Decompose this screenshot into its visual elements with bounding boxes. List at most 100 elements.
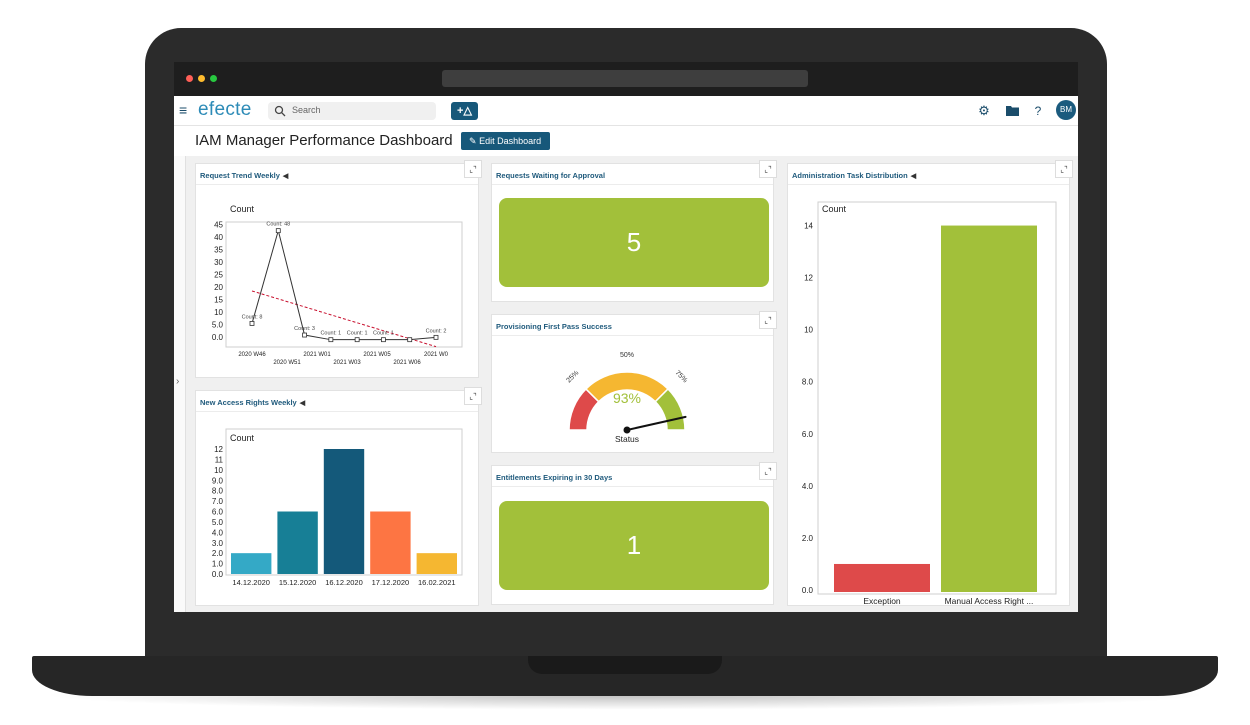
- menu-icon[interactable]: ≡: [179, 102, 188, 118]
- gear-icon[interactable]: ⚙: [978, 103, 990, 118]
- expand-icon[interactable]: ⌞⌝: [759, 160, 777, 178]
- folder-icon[interactable]: [1004, 103, 1020, 119]
- y-tick-label: 10: [214, 308, 223, 317]
- expand-icon[interactable]: ⌞⌝: [759, 311, 777, 329]
- y-tick-label: 6.0: [802, 430, 814, 439]
- bar: [370, 511, 411, 574]
- trendline: [251, 290, 437, 348]
- y-tick-label: 0.0: [212, 570, 224, 579]
- y-tick-label: 2.0: [802, 534, 814, 543]
- expand-icon[interactable]: ⌞⌝: [1055, 160, 1073, 178]
- caret-left-icon[interactable]: ◀: [299, 400, 306, 407]
- browser-bar: [174, 62, 1078, 96]
- request-trend-panel: Request Trend Weekly ◀ ⌞⌝ Count 0.0 5.0 10 15…: [195, 160, 482, 378]
- data-point: [302, 332, 307, 338]
- expiring-value[interactable]: 1: [499, 501, 769, 590]
- series-line: [251, 228, 437, 341]
- side-panel-toggle[interactable]: ›: [174, 156, 186, 612]
- caret-left-icon[interactable]: ◀: [282, 173, 289, 180]
- data-label: Count: 1: [347, 331, 368, 337]
- data-point: [433, 334, 439, 340]
- bar: [834, 563, 930, 592]
- minimize-dot[interactable]: [198, 75, 205, 82]
- data-label: Count: 3: [294, 326, 315, 332]
- waiting-approval-value[interactable]: 5: [499, 198, 769, 287]
- panel-separator: [196, 184, 478, 185]
- x-tick-label: 2020 W51: [273, 360, 301, 366]
- first-pass-panel: Provisioning First Pass Success ⌞⌝ 25% 50…: [491, 311, 777, 453]
- avatar[interactable]: BM: [1056, 100, 1076, 120]
- expiring-panel: Entitlements Expiring in 30 Days ⌞⌝ 1: [491, 462, 777, 605]
- y-tick-label: 0.0: [212, 333, 224, 342]
- bar: [941, 225, 1037, 593]
- url-bar[interactable]: [442, 70, 808, 87]
- chevron-right-icon: ›: [176, 376, 180, 387]
- page-title: IAM Manager Performance Dashboard: [195, 132, 453, 149]
- caret-left-icon[interactable]: ◀: [910, 173, 917, 180]
- panel-separator: [196, 411, 478, 412]
- data-point: [407, 337, 413, 343]
- y-tick-label: 4.0: [802, 482, 814, 491]
- y-tick-label: 11: [215, 455, 224, 464]
- search-placeholder: Search: [292, 105, 321, 115]
- title-bar: IAM Manager Performance Dashboard ✎ Edit…: [174, 126, 1078, 156]
- new-access-chart: Count0.01.02.03.04.05.06.07.08.09.010111…: [212, 428, 463, 587]
- new-access-panel: New Access Rights Weekly ◀ ⌞⌝ Count 0.0 1.0…: [195, 387, 482, 606]
- expand-icon[interactable]: ⌞⌝: [464, 387, 482, 405]
- add-button[interactable]: +△: [451, 102, 478, 120]
- brand-logo[interactable]: efecte: [198, 99, 252, 120]
- gauge-segment-high: [654, 387, 686, 431]
- y-tick-label: 5.0: [212, 518, 224, 527]
- laptop-notch: [528, 656, 722, 674]
- y-tick-label: 40: [214, 233, 223, 242]
- y-axis-title: Count: [230, 433, 255, 443]
- help-icon[interactable]: ?: [1034, 104, 1042, 118]
- maximize-dot[interactable]: [210, 75, 217, 82]
- expand-icon[interactable]: ⌞⌝: [759, 462, 777, 480]
- y-tick-label: 7.0: [212, 497, 224, 506]
- bar: [277, 511, 318, 574]
- y-tick-label: 45: [214, 221, 223, 230]
- x-tick-label: Manual Access Right ...: [945, 596, 1034, 606]
- panel-separator: [492, 184, 773, 185]
- data-label: Count: 48: [266, 222, 290, 228]
- x-tick-label: Exception: [863, 596, 901, 606]
- y-tick-label: 25: [214, 271, 223, 280]
- panel-separator: [492, 486, 773, 487]
- y-tick-label: 9.0: [212, 476, 224, 485]
- gauge-status-label: Status: [615, 434, 639, 444]
- y-tick-label: 10: [804, 326, 813, 335]
- data-label: Count: 8: [242, 314, 263, 320]
- x-tick-label: 16.02.2021: [418, 578, 456, 587]
- app-bar: ≡ efecte Search +△ ⚙ ? BM: [174, 96, 1078, 126]
- y-axis-title: Count: [230, 204, 255, 214]
- x-tick-label: 2021 W01: [303, 352, 331, 358]
- search-icon: [274, 105, 286, 117]
- y-tick-label: 30: [214, 258, 223, 267]
- y-tick-label: 2.0: [212, 549, 224, 558]
- bar: [323, 449, 365, 574]
- x-tick-label: 16.12.2020: [325, 578, 363, 587]
- x-tick-label: 14.12.2020: [232, 578, 270, 587]
- y-tick-label: 3.0: [212, 539, 224, 548]
- data-label: Count: 2: [426, 328, 447, 334]
- y-axis-title: Count: [822, 204, 847, 214]
- panel-title: Requests Waiting for Approval: [496, 171, 606, 180]
- y-tick-label: 8.0: [802, 378, 814, 387]
- data-point: [275, 228, 281, 234]
- y-tick-label: 35: [214, 246, 223, 255]
- first-pass-gauge: 25% 50% 75% 93% Status: [566, 352, 689, 444]
- panel-title: Request Trend Weekly ◀: [200, 171, 289, 180]
- search-input[interactable]: Search: [268, 102, 436, 120]
- edit-dashboard-button[interactable]: ✎ Edit Dashboard: [461, 132, 550, 150]
- panel-title: Provisioning First Pass Success: [496, 322, 612, 331]
- expand-icon[interactable]: ⌞⌝: [464, 160, 482, 178]
- pencil-icon: ✎: [469, 136, 477, 146]
- x-tick-label: 2021 W06: [393, 360, 421, 366]
- x-tick-label: 2021 W03: [333, 360, 361, 366]
- data-point: [354, 337, 360, 343]
- close-dot[interactable]: [186, 75, 193, 82]
- gauge-pivot: [623, 426, 631, 434]
- data-point: [381, 337, 386, 343]
- y-tick-label: 20: [214, 283, 223, 292]
